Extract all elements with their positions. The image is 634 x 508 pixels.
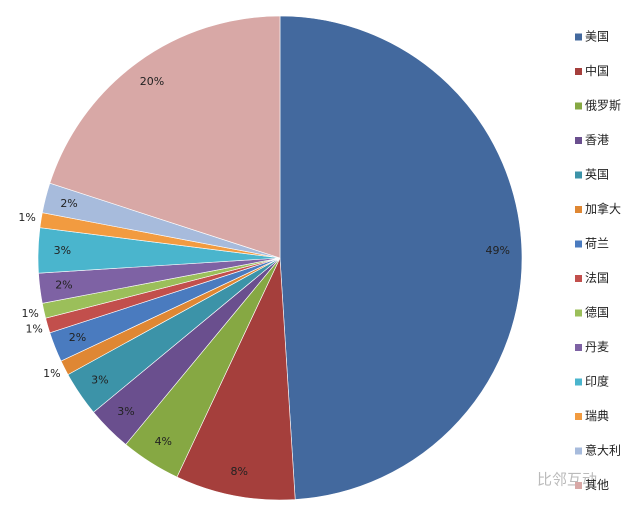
legend-label: 瑞典 (585, 409, 609, 423)
legend-marker (575, 482, 582, 489)
legend-marker (575, 137, 582, 144)
legend-marker (575, 68, 582, 75)
legend-label: 美国 (585, 30, 609, 44)
legend-label: 英国 (585, 168, 609, 182)
legend-marker (575, 33, 582, 41)
legend-marker (575, 413, 582, 420)
legend-marker (575, 447, 582, 455)
legend-marker (575, 206, 582, 213)
data-label: 1% (43, 367, 60, 380)
data-label: 49% (485, 244, 509, 257)
data-label: 8% (230, 465, 247, 478)
legend-label: 荷兰 (585, 237, 609, 251)
legend-marker (575, 102, 582, 110)
legend-label: 印度 (585, 374, 609, 389)
data-label: 1% (18, 211, 35, 224)
data-label: 1% (25, 322, 42, 335)
data-label: 2% (60, 197, 77, 210)
data-label: 2% (69, 331, 86, 344)
pie-slice (279, 15, 523, 500)
legend-label: 德国 (585, 305, 609, 320)
legend-label: 加拿大 (585, 201, 621, 216)
legend-label: 香港 (585, 133, 609, 147)
legend-marker (575, 344, 582, 351)
data-label: 3% (91, 373, 108, 386)
legend-label: 俄罗斯 (585, 99, 621, 113)
pie-slice (176, 257, 296, 501)
data-label: 1% (21, 307, 38, 320)
legend-marker (575, 240, 582, 248)
legend-marker (575, 275, 582, 282)
legend-label: 法国 (585, 271, 609, 285)
data-label: 20% (140, 75, 164, 88)
pie-slice (49, 15, 281, 259)
legend-marker (575, 171, 582, 179)
data-label: 4% (155, 435, 172, 448)
legend-label: 中国 (585, 63, 609, 78)
legend-marker (575, 309, 582, 317)
legend-label: 丹麦 (585, 340, 609, 354)
data-label: 2% (55, 278, 72, 291)
data-label: 3% (54, 244, 71, 257)
legend-marker (575, 378, 582, 386)
legend-label: 意大利 (585, 443, 621, 458)
watermark: 比邻互动 (537, 471, 597, 489)
legend-label: 其他 (585, 478, 609, 492)
data-label: 3% (117, 405, 134, 418)
